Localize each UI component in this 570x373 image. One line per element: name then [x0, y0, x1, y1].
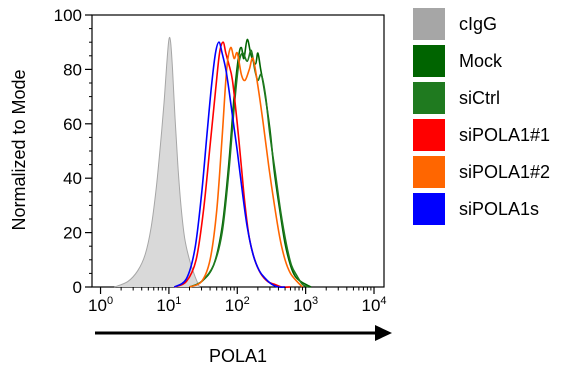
x-axis-title: POLA1	[209, 346, 267, 366]
y-axis-title: Normalized to Mode	[9, 69, 29, 230]
legend-swatch-sictrl	[413, 82, 445, 114]
legend-label-sipola1-1: siPOLA1#1	[459, 125, 550, 145]
y-tick-label: 0	[73, 278, 82, 297]
legend-label-sipola1s: siPOLA1s	[459, 199, 539, 219]
series-line-sipola1-2	[189, 46, 304, 288]
y-tick-label: 40	[63, 169, 82, 188]
x-tick-label: 103	[293, 295, 318, 315]
legend-label-sictrl: siCtrl	[459, 88, 500, 108]
x-axis-arrow-head	[375, 325, 392, 341]
legend-label-cigg: cIgG	[459, 14, 497, 34]
legend-swatch-sipola1s	[413, 193, 445, 225]
legend-label-mock: Mock	[459, 51, 503, 71]
x-tick-label: 101	[156, 295, 181, 315]
axes-layer: 0 20 40 60 80 100 100 101 102 103 104	[54, 6, 387, 315]
legend-swatch-sipola1-2	[413, 156, 445, 188]
series-area-cigg	[114, 37, 200, 287]
x-axis-arrow	[95, 325, 392, 341]
legend: cIgG Mock siCtrl siPOLA1#1 siPOLA1#2 siPOLA1s	[413, 8, 550, 225]
x-tick-label: 104	[361, 295, 386, 315]
x-tick-label: 100	[88, 295, 113, 315]
legend-label-sipola1-2: siPOLA1#2	[459, 162, 550, 182]
y-tick-label: 60	[63, 115, 82, 134]
y-tick-label: 80	[63, 60, 82, 79]
x-tick-label: 102	[225, 295, 250, 315]
series-line-sipola1s	[173, 41, 286, 288]
y-tick-label: 100	[54, 6, 82, 25]
series-line-cigg	[114, 36, 200, 288]
legend-swatch-cigg	[413, 8, 445, 40]
legend-swatch-mock	[413, 45, 445, 77]
legend-swatch-sipola1-1	[413, 119, 445, 151]
series-layer	[114, 36, 312, 288]
y-tick-label: 20	[63, 224, 82, 243]
